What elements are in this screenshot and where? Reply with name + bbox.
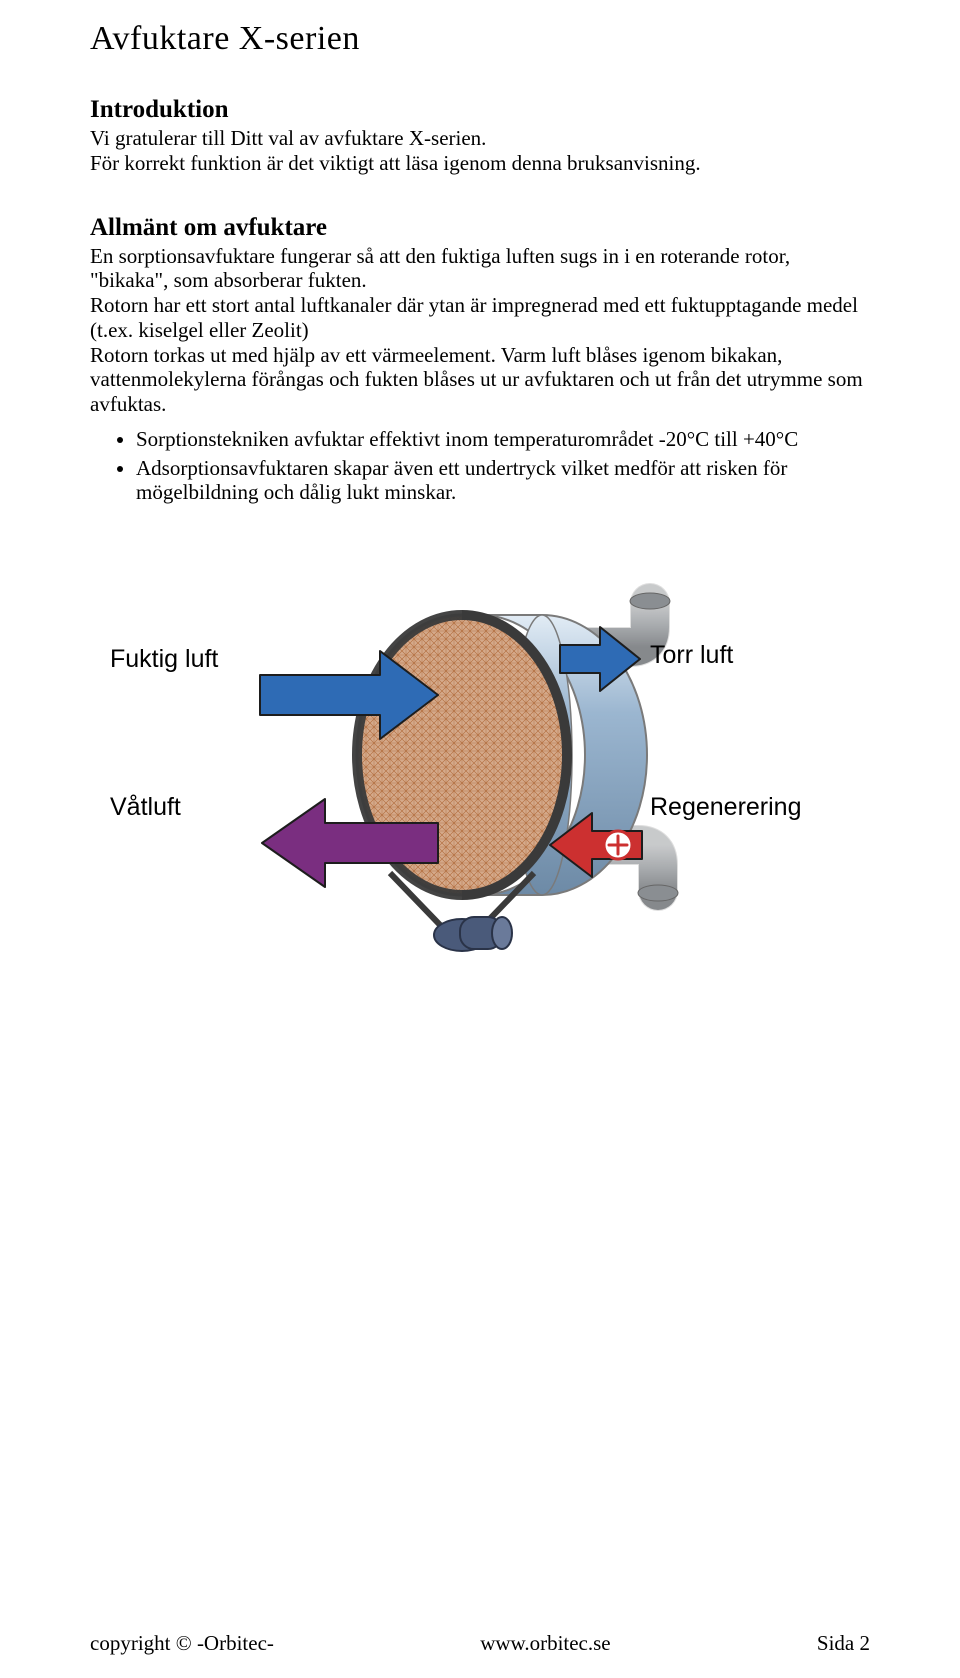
intro-heading: Introduktion <box>90 96 870 124</box>
footer-center: www.orbitec.se <box>480 1631 610 1656</box>
document-title: Avfuktare X-serien <box>90 20 870 58</box>
rotor-diagram: Fuktig luft Våtluft Torr luft Regenereri… <box>90 555 870 985</box>
footer-left: copyright © -Orbitec- <box>90 1631 274 1656</box>
intro-text: Vi gratulerar till Ditt val av avfuktare… <box>90 126 870 176</box>
page-footer: copyright © -Orbitec- www.orbitec.se Sid… <box>90 1631 870 1656</box>
label-wet-air: Våtluft <box>110 793 181 821</box>
footer-right: Sida 2 <box>817 1631 870 1656</box>
label-dry-air: Torr luft <box>650 641 733 669</box>
heater-plus-icon <box>604 831 632 859</box>
label-humid-air: Fuktig luft <box>110 645 218 673</box>
general-heading: Allmänt om avfuktare <box>90 214 870 242</box>
bullet-list: Sorptionstekniken avfuktar effektivt ino… <box>90 427 870 505</box>
list-item: Sorptionstekniken avfuktar effektivt ino… <box>136 427 870 452</box>
motor-icon <box>434 917 512 951</box>
label-regeneration: Regenerering <box>650 793 802 821</box>
general-text: En sorptionsavfuktare fungerar så att de… <box>90 244 870 417</box>
list-item: Adsorptionsavfuktaren skapar även ett un… <box>136 456 870 506</box>
document-page: Avfuktare X-serien Introduktion Vi gratu… <box>0 0 960 1678</box>
